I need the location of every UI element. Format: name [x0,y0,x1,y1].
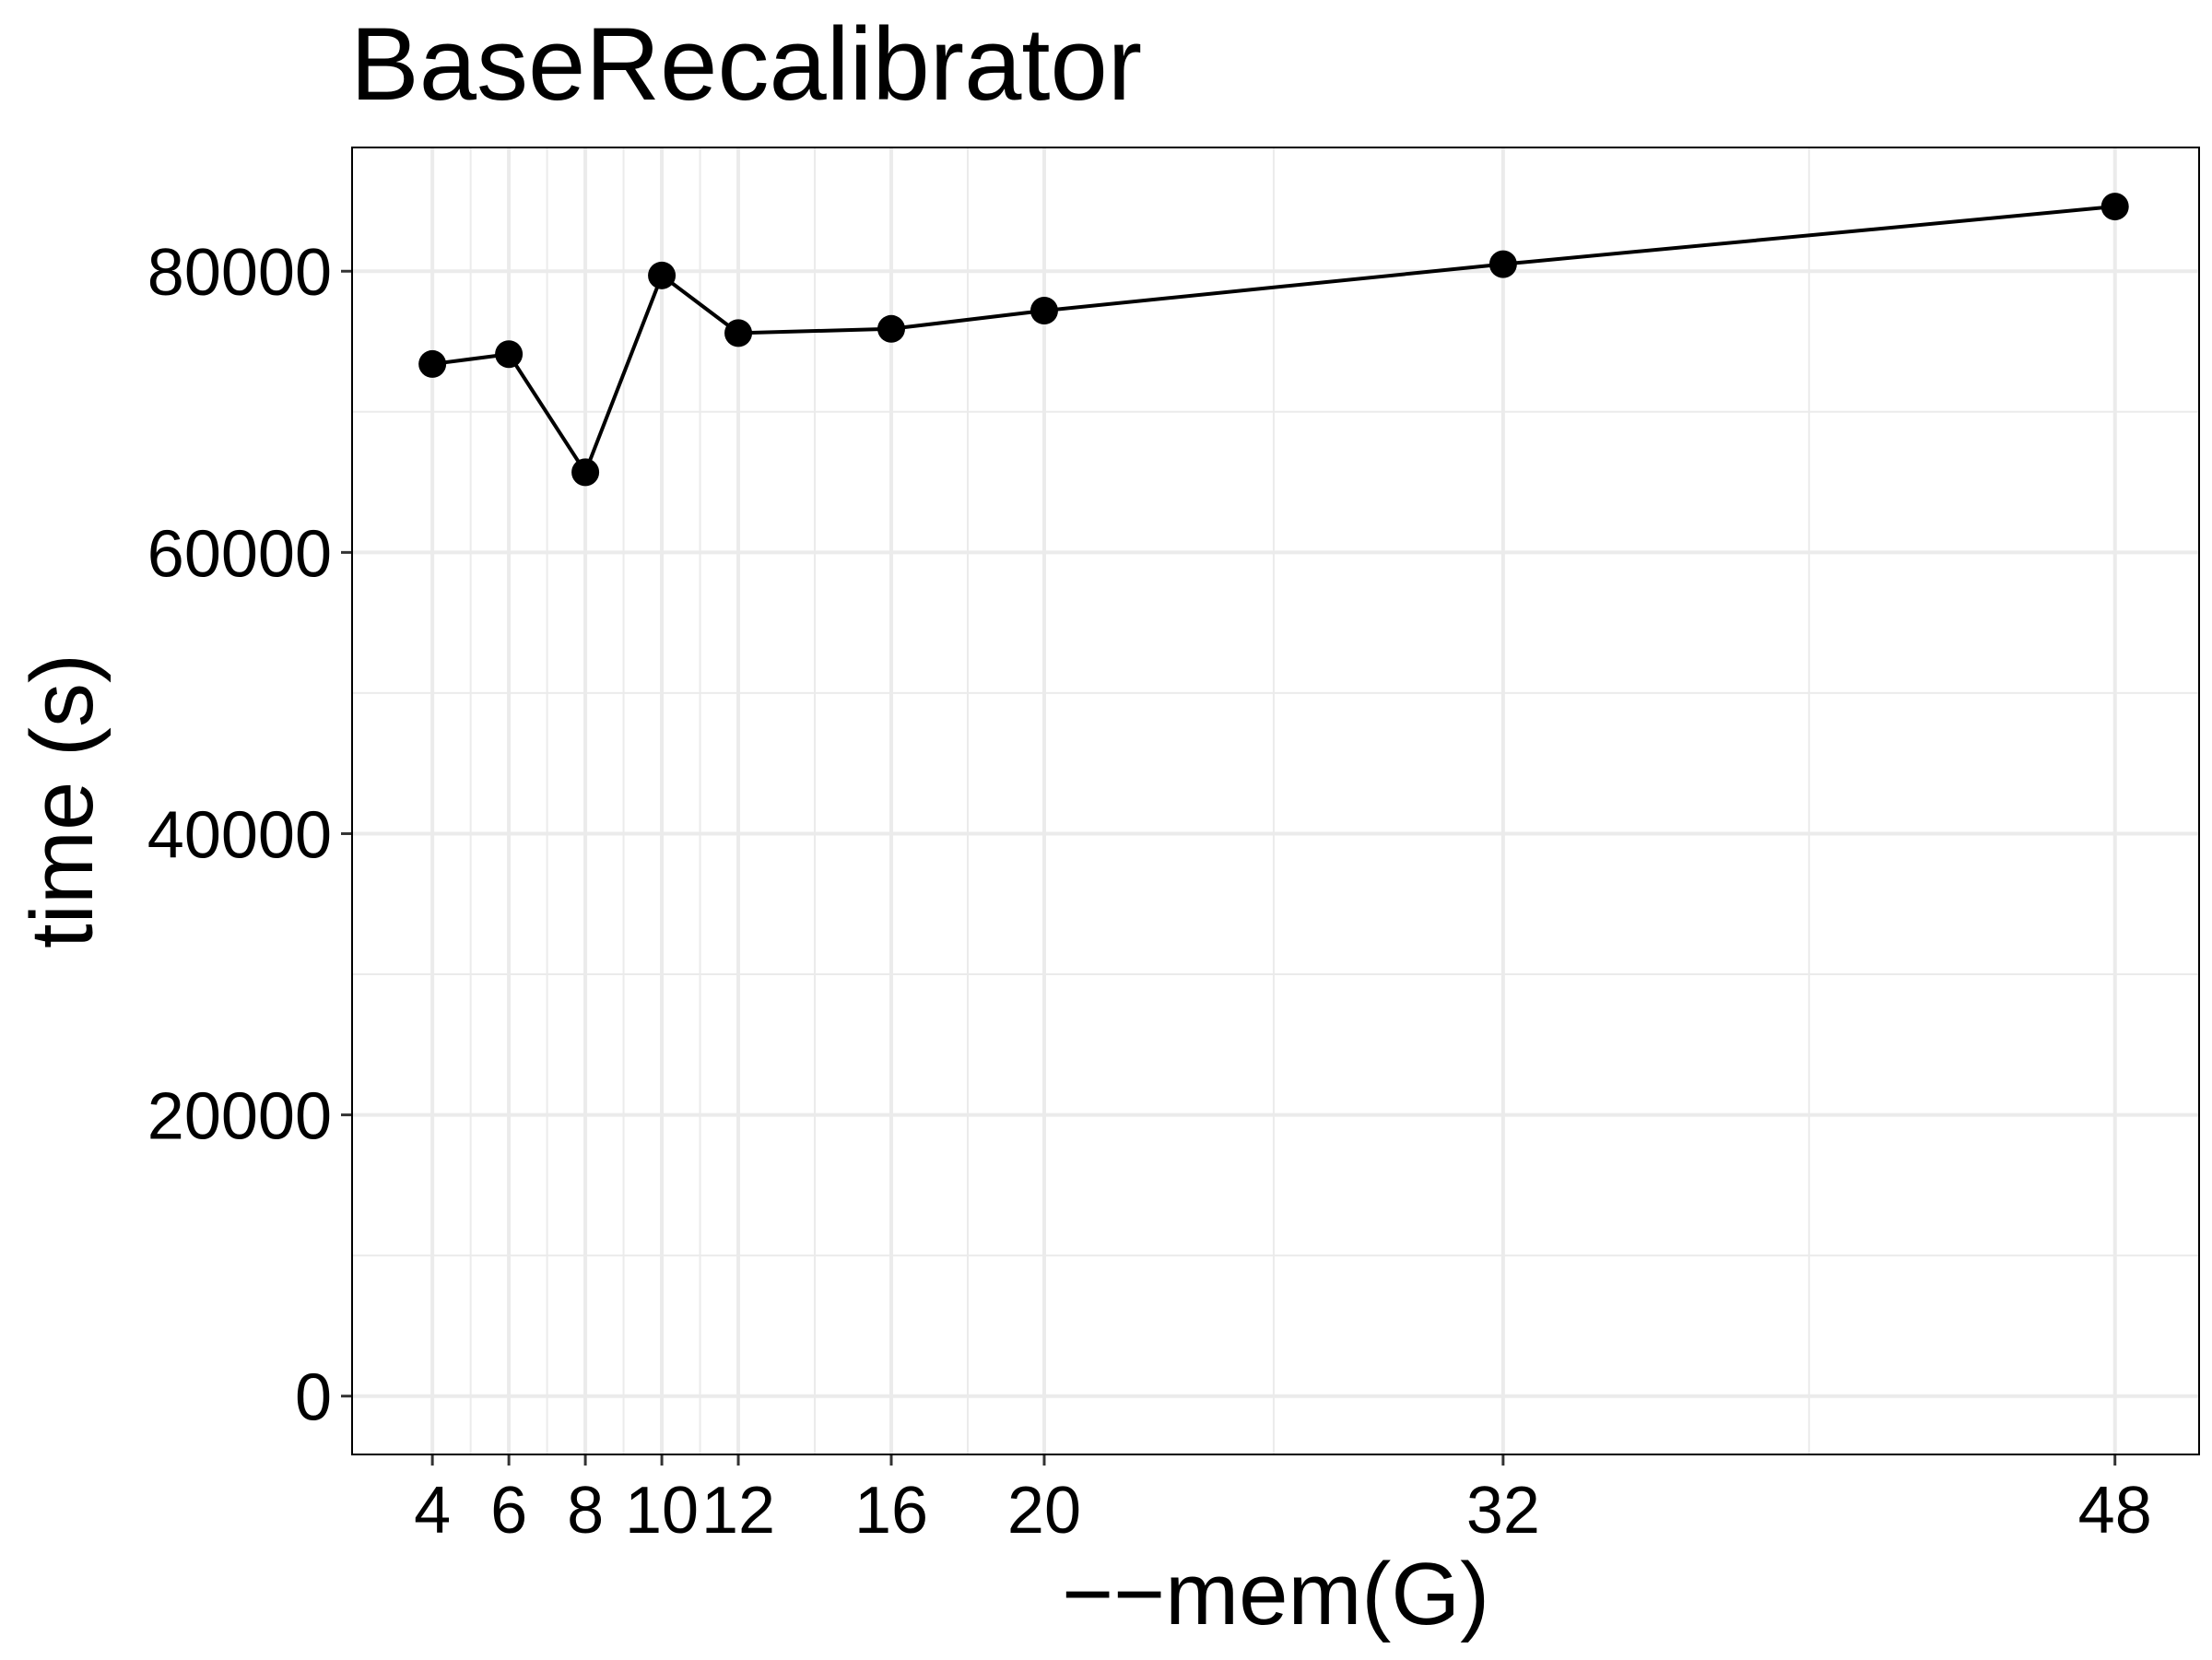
y-axis-ticks: 0 20000 40000 60000 80000 [147,236,352,1435]
y-tick-label: 60000 [147,517,332,591]
x-axis-ticks: 4 6 8 10 12 16 20 32 48 [414,1454,2152,1548]
plot-panel-border [351,147,2200,1455]
x-tick-label: 10 [625,1474,699,1548]
x-tick-label: 20 [1007,1474,1081,1548]
data-point [648,261,677,289]
y-tick-label: 80000 [147,236,332,310]
x-tick-label: 6 [490,1474,527,1548]
x-tick-label: 16 [854,1474,928,1548]
x-tick-label: 48 [2078,1474,2152,1548]
x-tick-label: 4 [414,1474,451,1548]
x-axis-title: −−mem(G) [1062,1545,1489,1643]
data-point [2100,193,2129,221]
data-point [724,319,753,347]
data-point [418,349,447,378]
data-point [571,458,600,487]
minor-gridlines [352,147,2199,1454]
data-point [1488,250,1517,278]
data-points [418,193,2129,487]
data-point [495,340,524,369]
y-tick-label: 0 [295,1361,332,1435]
y-tick-label: 40000 [147,798,332,872]
data-point [877,314,906,343]
x-tick-label: 12 [701,1474,775,1548]
data-point [1030,296,1058,324]
y-axis-title: time (s) [13,653,112,948]
major-gridlines [352,147,2199,1454]
x-tick-label: 32 [1466,1474,1540,1548]
y-tick-label: 20000 [147,1080,332,1154]
x-tick-label: 8 [567,1474,604,1548]
chart-title: BaseRecalibrator [350,6,1142,122]
